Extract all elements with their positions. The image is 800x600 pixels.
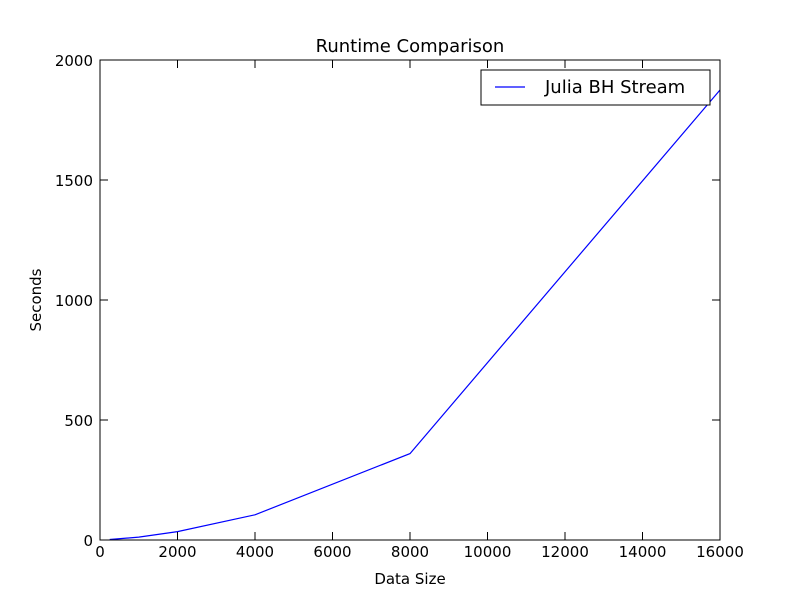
plot-frame (99, 59, 721, 541)
y-tick-label-2: 1000 (55, 292, 93, 310)
x-tick-label-2: 4000 (236, 543, 274, 561)
y-tick-label-1: 500 (64, 412, 93, 430)
series-line-0 (109, 89, 721, 541)
y-tick-label-3: 1500 (55, 172, 93, 190)
x-tick-label-0: 0 (95, 543, 105, 561)
x-tick-label-6: 12000 (541, 543, 589, 561)
tick-layer: 0 2000 4000 6000 8000 10000 12000 14000 16000 0 50… (55, 52, 744, 561)
chart-title: Runtime Comparison (316, 36, 505, 57)
x-axis-label: Data Size (374, 570, 445, 588)
legend: Julia BH Stream (480, 69, 711, 106)
series-layer (109, 89, 721, 541)
x-tick-label-4: 8000 (391, 543, 429, 561)
y-tick-label-0: 0 (83, 532, 93, 550)
plot-background (100, 60, 720, 540)
x-tick-label-3: 6000 (313, 543, 351, 561)
y-tick-label-4: 2000 (55, 52, 93, 70)
x-tick-label-7: 14000 (619, 543, 667, 561)
x-tick-label-8: 16000 (696, 543, 744, 561)
plot-area: 0 2000 4000 6000 8000 10000 12000 14000 16000 0 50… (55, 52, 744, 561)
legend-label-julia-bh-stream: Julia BH Stream (544, 77, 685, 98)
x-tick-label-1: 2000 (158, 543, 196, 561)
x-tick-label-5: 10000 (464, 543, 512, 561)
y-axis-label: Seconds (27, 268, 45, 331)
